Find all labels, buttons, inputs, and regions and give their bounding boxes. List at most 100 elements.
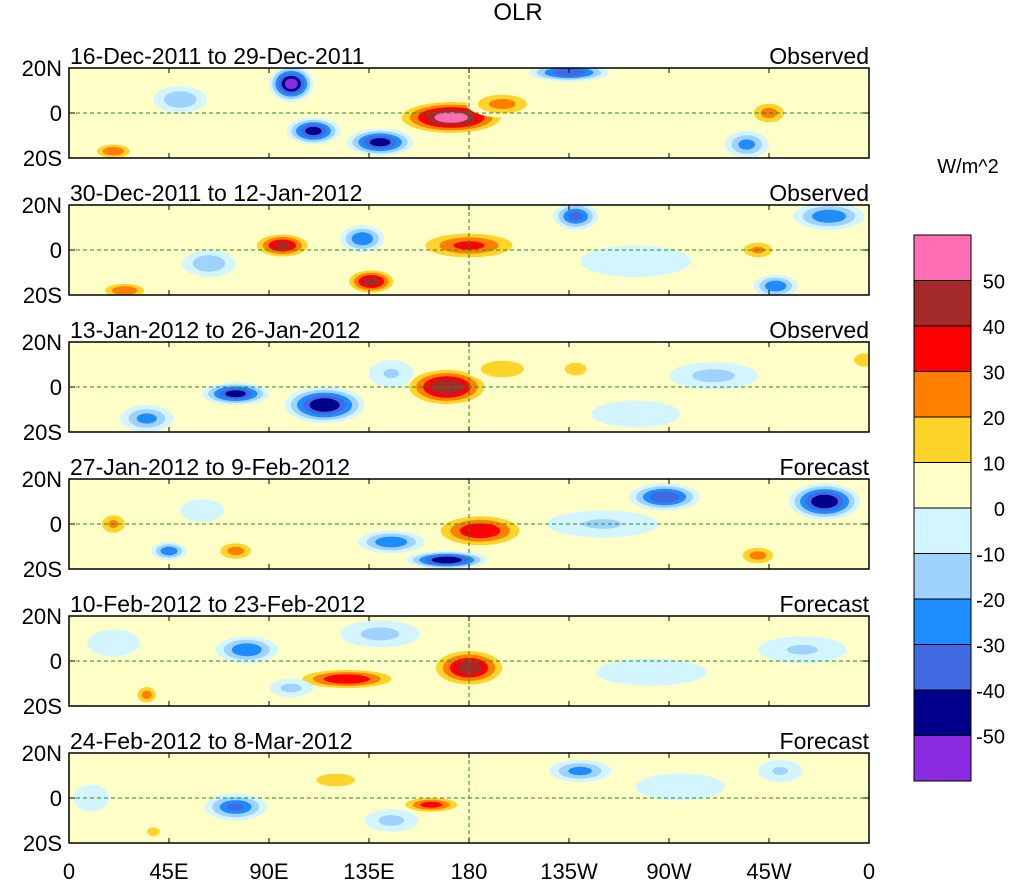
anomaly-positive	[842, 346, 869, 374]
anomaly-positive	[466, 90, 538, 118]
colorbar-label: 40	[983, 317, 1005, 339]
anomaly-negative	[269, 679, 314, 697]
contour-level	[480, 360, 525, 378]
contour-level	[591, 400, 681, 428]
x-tick-label: 0	[863, 859, 875, 884]
contour-level	[102, 146, 125, 156]
panel-field	[69, 479, 869, 569]
colorbar-label: 0	[994, 499, 1005, 521]
colorbar-box	[913, 644, 972, 691]
panel-kind: Observed	[769, 43, 869, 69]
contour-level	[431, 556, 462, 564]
y-tick-label: 0	[50, 512, 62, 537]
colorbar-label: -40	[976, 681, 1005, 703]
contour-level	[227, 546, 245, 556]
contour-level	[692, 369, 735, 383]
anomaly-negative	[202, 382, 269, 405]
anomaly-positive	[251, 232, 314, 259]
anomaly-positive	[466, 355, 538, 383]
contour-level	[160, 546, 178, 556]
anomaly-negative	[753, 274, 798, 295]
anomaly-negative	[284, 387, 365, 423]
x-tick-label: 135W	[540, 859, 598, 884]
anomaly-negative	[591, 400, 681, 428]
contour-level	[853, 353, 869, 367]
anomaly-negative	[346, 128, 414, 156]
anomaly-negative	[757, 759, 803, 783]
y-tick-label: 20S	[23, 831, 62, 856]
panel-field	[69, 753, 869, 843]
anomaly-negative	[151, 542, 187, 560]
y-tick-label: 0	[50, 238, 62, 263]
anomaly-negative	[595, 658, 707, 686]
x-tick-label: 45W	[746, 859, 791, 884]
contour-level	[378, 815, 405, 826]
anomaly-negative	[180, 499, 225, 522]
y-tick-label: 20N	[22, 56, 62, 81]
contour-level	[564, 362, 587, 376]
anomaly-negative	[549, 759, 612, 783]
y-tick-label: 0	[50, 101, 62, 126]
anomaly-positive	[513, 638, 603, 666]
contour-level	[305, 126, 322, 136]
panel-field	[69, 342, 869, 432]
contour-level	[363, 277, 380, 286]
anomaly-positive	[735, 544, 781, 567]
y-tick-label: 20N	[22, 330, 62, 355]
colorbar-box	[913, 371, 972, 418]
panel-kind: Forecast	[780, 454, 870, 480]
contour-level	[86, 629, 141, 657]
contour-level	[309, 398, 340, 412]
anomaly-positive	[291, 667, 403, 691]
contour-level	[284, 78, 298, 89]
contour-level	[274, 242, 291, 249]
anomaly-negative	[86, 629, 141, 657]
x-tick-label: 0	[63, 859, 75, 884]
contour-level	[420, 801, 443, 808]
colorbar-box	[913, 507, 972, 554]
anomaly-negative	[793, 205, 865, 230]
contour-level	[453, 241, 485, 250]
y-tick-label: 20N	[22, 467, 62, 492]
anomaly-negative	[215, 636, 278, 664]
anomaly-negative	[369, 360, 414, 387]
panel-period: 27-Jan-2012 to 9-Feb-2012	[70, 454, 350, 480]
contour-level	[430, 379, 464, 395]
contour-level	[227, 803, 245, 811]
anomaly-negative	[629, 483, 701, 511]
contour-level	[369, 138, 391, 147]
contour-level	[580, 245, 692, 277]
panel-kind: Observed	[769, 180, 869, 206]
contour-level	[360, 627, 400, 641]
contour-level	[786, 645, 818, 655]
anomaly-negative	[669, 362, 758, 390]
colorbar-box	[913, 234, 972, 281]
x-axis: 0 45E 90E 135E 180 135W 90W 45W 0	[63, 859, 875, 884]
x-tick-label: 45E	[149, 859, 188, 884]
contour-level	[141, 690, 152, 699]
colorbar-label: -20	[976, 590, 1005, 612]
contour-level	[568, 211, 584, 221]
anomaly-negative	[406, 551, 487, 569]
panel-period: 30-Dec-2011 to 12-Jan-2012	[70, 180, 362, 206]
panel-field	[69, 616, 869, 706]
anomaly-negative	[204, 793, 267, 821]
colorbar-box	[913, 325, 972, 372]
contour-level	[383, 368, 399, 379]
anomaly-negative	[789, 483, 861, 520]
anomaly-negative	[286, 117, 341, 145]
colorbar-box	[913, 416, 972, 463]
chart-title: OLR	[493, 0, 542, 26]
anomaly-positive	[140, 822, 167, 841]
panel-4: 20N 0 20S 27-Jan-2012 to 9-Feb-2012 Forecast	[22, 454, 870, 582]
anomaly-positive	[344, 268, 398, 295]
contour-level	[811, 494, 838, 509]
panel-5: 20N 0 20S 10-Feb-2012 to 23-Feb-2012 Forecas…	[22, 591, 870, 719]
anomaly-negative	[580, 245, 692, 277]
colorbar-label: -10	[976, 545, 1005, 567]
anomaly-negative	[120, 405, 174, 432]
contour-level	[136, 413, 157, 424]
anomaly-negative	[153, 86, 207, 113]
x-tick-label: 180	[451, 859, 488, 884]
contour-level	[488, 98, 516, 110]
